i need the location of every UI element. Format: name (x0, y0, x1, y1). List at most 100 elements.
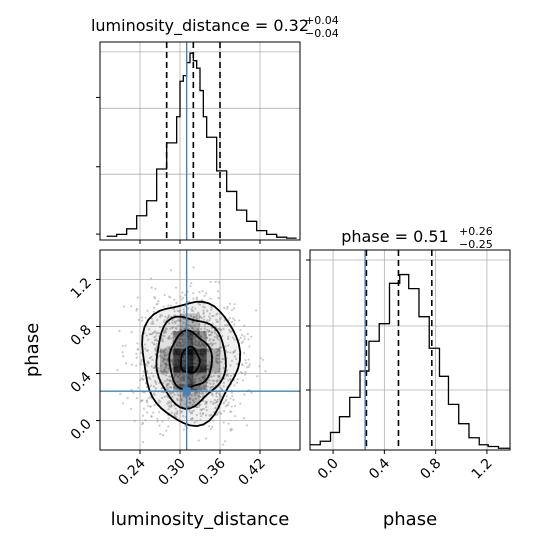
scatter-point (163, 294, 166, 297)
scatter-point (258, 365, 261, 368)
scatter-point (223, 319, 226, 322)
scatter-point (178, 341, 181, 345)
scatter-point (162, 305, 165, 308)
scatter-point (165, 386, 168, 389)
scatter-point (176, 344, 179, 347)
scatter-point (169, 379, 172, 382)
scatter-point (259, 356, 262, 360)
scatter-point (194, 307, 197, 310)
scatter-point (158, 325, 162, 329)
scatter-point (151, 341, 154, 344)
luminosity-distance-title-minus: −0.04 (305, 27, 339, 40)
phase-y-tick-label: 1.2 (68, 275, 95, 302)
scatter-point (215, 318, 218, 321)
scatter-point (198, 303, 202, 306)
scatter-point (149, 277, 153, 280)
scatter-point (219, 395, 222, 398)
scatter-point (210, 341, 213, 345)
scatter-point (172, 391, 175, 394)
scatter-point (209, 317, 212, 320)
scatter-point (195, 413, 198, 417)
scatter-point (135, 309, 138, 312)
scatter-point (229, 377, 232, 381)
phase-y-tick-label: 0.4 (68, 369, 95, 396)
scatter-point (177, 337, 180, 340)
scatter-point (220, 329, 223, 332)
scatter-point (194, 380, 197, 383)
scatter-point (162, 371, 166, 374)
scatter-point (165, 354, 168, 357)
scatter-point (168, 295, 171, 298)
scatter-point (243, 338, 246, 341)
scatter-point (172, 332, 176, 335)
scatter-point (198, 291, 201, 294)
scatter-point (220, 316, 223, 320)
scatter-point (181, 337, 184, 341)
scatter-point (150, 332, 154, 336)
scatter-point (154, 387, 158, 390)
scatter-point (150, 286, 153, 289)
scatter-point (243, 335, 246, 338)
scatter-point (169, 392, 172, 395)
scatter-point (169, 337, 172, 340)
scatter-point (180, 399, 183, 402)
scatter-point (216, 290, 220, 293)
scatter-point (243, 373, 247, 376)
scatter-point (209, 297, 212, 300)
scatter-point (204, 333, 207, 337)
scatter-point (125, 362, 128, 365)
scatter-point (175, 302, 178, 305)
scatter-point (241, 379, 245, 382)
scatter-point (152, 375, 155, 378)
scatter-point (215, 357, 218, 360)
scatter-point (169, 269, 173, 272)
scatter-point (163, 331, 166, 334)
scatter-point (171, 395, 174, 398)
scatter-point (194, 377, 197, 381)
scatter-point (187, 335, 190, 338)
scatter-point (223, 306, 226, 309)
scatter-point (179, 295, 182, 298)
scatter-point (147, 338, 150, 341)
scatter-point (221, 358, 224, 361)
phase-histogram-steps (310, 273, 510, 449)
scatter-point (157, 331, 161, 335)
scatter-point (215, 354, 218, 357)
scatter-point (204, 437, 208, 440)
scatter-point (162, 381, 165, 385)
scatter-point (148, 356, 152, 360)
scatter-point (140, 363, 143, 366)
scatter-point (261, 358, 265, 362)
scatter-point (212, 419, 215, 422)
scatter-point (215, 395, 218, 398)
scatter-point (203, 294, 206, 297)
scatter-point (199, 395, 202, 398)
scatter-point (157, 300, 160, 303)
scatter-point (203, 325, 207, 328)
density-cell (186, 348, 207, 373)
scatter-point (177, 394, 180, 397)
scatter-point (227, 337, 230, 340)
scatter-point (245, 424, 248, 427)
scatter-point (154, 335, 157, 338)
scatter-point (137, 318, 140, 321)
scatter-point (152, 385, 155, 388)
scatter-point (225, 395, 228, 398)
scatter-point (153, 295, 156, 299)
scatter-point (217, 348, 220, 351)
scatter-point (164, 363, 168, 366)
scatter-point (189, 397, 192, 400)
scatter-point (193, 341, 197, 344)
scatter-point (205, 384, 208, 387)
scatter-point (160, 371, 164, 374)
scatter-point (197, 439, 200, 442)
scatter-point (250, 335, 253, 338)
scatter-point (222, 327, 225, 330)
scatter-point (164, 380, 167, 383)
scatter-point (207, 330, 210, 333)
phase-title: phase = 0.51 (341, 227, 448, 246)
scatter-point (168, 334, 171, 338)
scatter-point (121, 402, 124, 405)
scatter-point (135, 352, 138, 355)
scatter-point (192, 297, 195, 300)
